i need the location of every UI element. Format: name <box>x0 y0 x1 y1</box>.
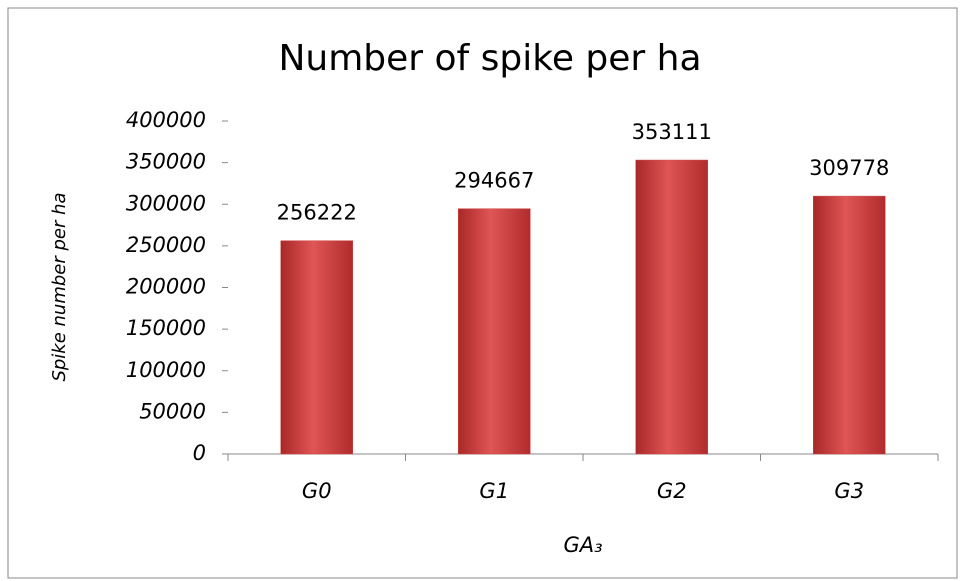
bar <box>635 159 708 455</box>
x-tick-label: G0 <box>302 479 332 503</box>
data-label: 309778 <box>809 156 889 180</box>
y-tick-label: 350000 <box>126 150 206 174</box>
x-tick-label: G3 <box>834 479 864 503</box>
y-tick-label: 300000 <box>126 191 206 215</box>
x-tick-label: G2 <box>657 479 687 503</box>
data-label: 256222 <box>277 201 357 225</box>
x-axis-label: GA₃ <box>563 533 602 557</box>
y-tick-label: 250000 <box>126 233 206 257</box>
data-label: 353111 <box>632 120 712 144</box>
data-label: 294667 <box>454 169 534 193</box>
y-tick-label: 0 <box>193 441 206 465</box>
bar <box>280 240 353 455</box>
y-tick-label: 150000 <box>126 316 206 340</box>
chart-title: Number of spike per ha <box>278 38 701 79</box>
y-tick-label: 50000 <box>139 399 206 423</box>
bar <box>458 208 531 455</box>
y-tick-label: 200000 <box>126 275 206 299</box>
y-axis-label: Spike number per ha <box>49 192 70 381</box>
y-tick-label: 100000 <box>126 358 206 382</box>
x-tick-label: G1 <box>479 479 509 503</box>
bar <box>813 195 886 455</box>
y-tick-label: 400000 <box>126 108 206 132</box>
